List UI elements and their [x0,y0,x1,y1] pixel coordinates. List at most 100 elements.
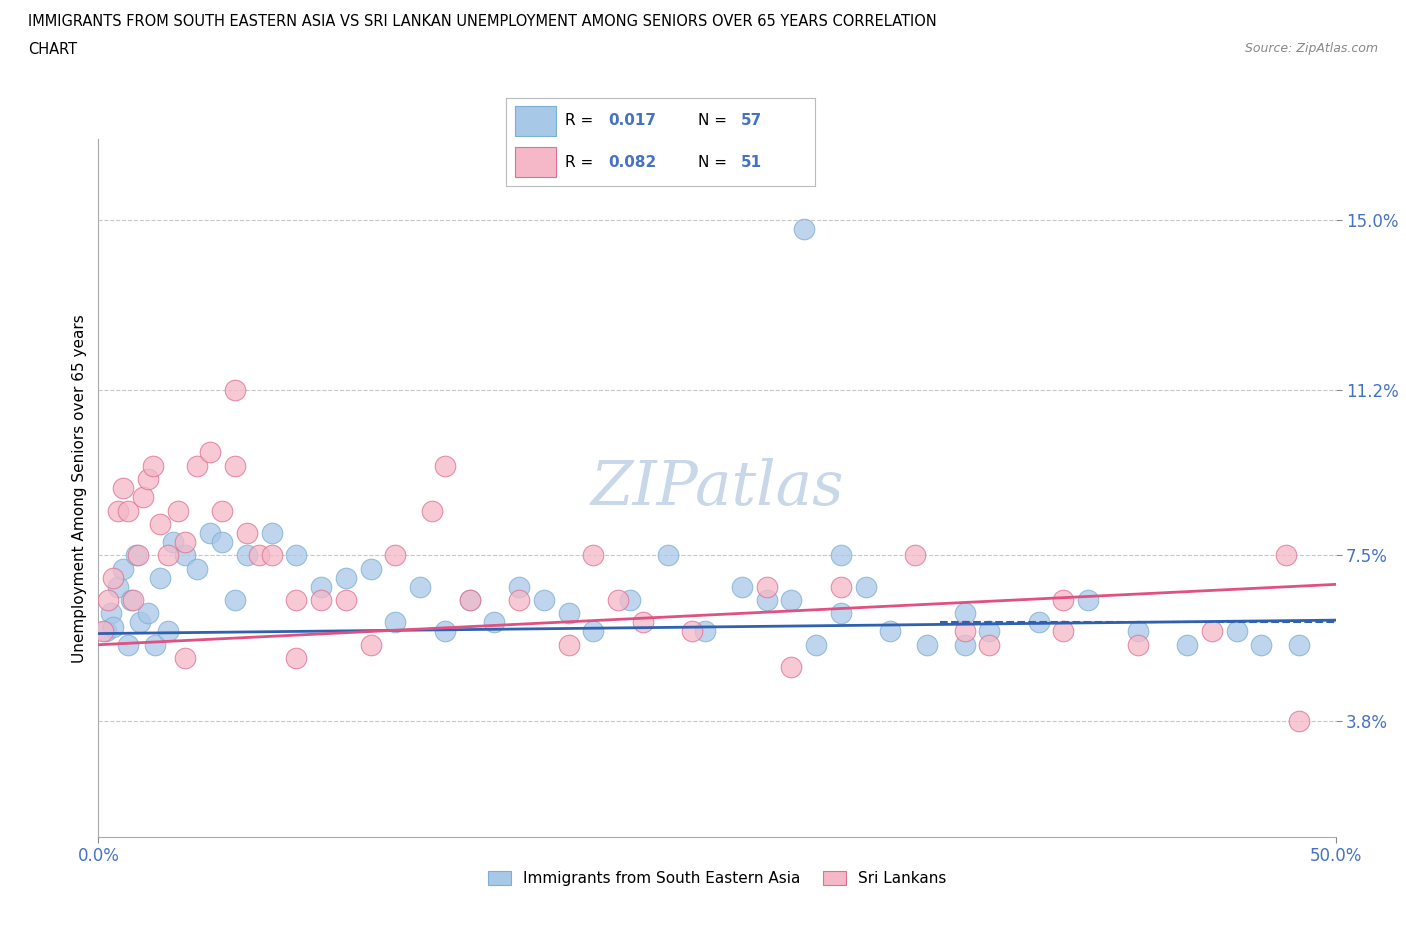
Point [458,592,481,607]
Point [619,592,641,607]
Point [260,548,283,563]
Point [149,570,172,585]
Point [103,619,125,634]
Point [384,615,406,630]
Point [953,624,976,639]
Text: 51: 51 [741,154,762,169]
Point [879,624,901,639]
Point [100,606,122,621]
Point [804,637,827,652]
Point [112,481,135,496]
Point [136,606,159,621]
Point [129,615,152,630]
Text: 0.082: 0.082 [609,154,657,169]
Text: N =: N = [697,154,731,169]
Point [1077,592,1099,607]
Point [433,458,456,473]
Point [174,651,197,666]
Text: ZIPatlas: ZIPatlas [591,458,844,518]
Point [484,615,506,630]
Point [156,548,179,563]
Point [607,592,630,607]
Point [124,548,146,563]
Point [508,592,530,607]
FancyBboxPatch shape [516,147,555,177]
Point [174,548,197,563]
Point [285,651,308,666]
Point [508,579,530,594]
Point [149,516,172,531]
Point [335,592,357,607]
Point [224,458,246,473]
Point [1028,615,1050,630]
Point [422,503,444,518]
Point [186,458,208,473]
Point [285,548,308,563]
Point [156,624,179,639]
Point [1126,624,1149,639]
Text: CHART: CHART [28,42,77,57]
Point [107,503,129,518]
Point [117,637,139,652]
Text: 0.017: 0.017 [609,113,657,128]
Point [236,525,259,540]
Point [917,637,939,652]
Point [681,624,703,639]
Point [557,606,579,621]
Point [122,592,145,607]
Point [1275,548,1298,563]
Point [953,637,976,652]
Text: 57: 57 [741,113,762,128]
Point [309,579,332,594]
Point [1226,624,1249,639]
Point [236,548,259,563]
Point [211,503,233,518]
Point [631,615,654,630]
Point [793,221,815,236]
Point [1052,624,1074,639]
Point [93,624,115,639]
Point [693,624,716,639]
Text: Source: ZipAtlas.com: Source: ZipAtlas.com [1244,42,1378,55]
Point [211,535,233,550]
FancyBboxPatch shape [516,106,555,136]
Point [1288,637,1310,652]
Point [224,382,246,397]
Point [174,535,197,550]
Point [433,624,456,639]
Point [335,570,357,585]
Point [582,624,605,639]
Point [97,592,120,607]
Point [107,579,129,594]
Point [143,637,166,652]
Point [1175,637,1198,652]
Point [360,562,382,577]
Point [953,606,976,621]
Point [309,592,332,607]
Point [979,624,1001,639]
Point [979,637,1001,652]
Point [112,562,135,577]
Legend: Immigrants from South Eastern Asia, Sri Lankans: Immigrants from South Eastern Asia, Sri … [481,865,953,892]
Y-axis label: Unemployment Among Seniors over 65 years: Unemployment Among Seniors over 65 years [72,314,87,662]
Point [755,592,778,607]
Point [657,548,679,563]
Point [247,548,270,563]
Point [142,458,165,473]
Point [198,445,221,460]
Point [1201,624,1223,639]
Text: R =: R = [565,154,598,169]
Point [186,562,208,577]
Point [162,535,184,550]
Point [780,592,803,607]
Point [755,579,778,594]
Point [1250,637,1272,652]
Point [458,592,481,607]
Point [557,637,579,652]
Point [855,579,877,594]
Point [904,548,927,563]
Text: N =: N = [697,113,731,128]
Point [94,624,117,639]
Point [224,592,246,607]
Point [409,579,432,594]
